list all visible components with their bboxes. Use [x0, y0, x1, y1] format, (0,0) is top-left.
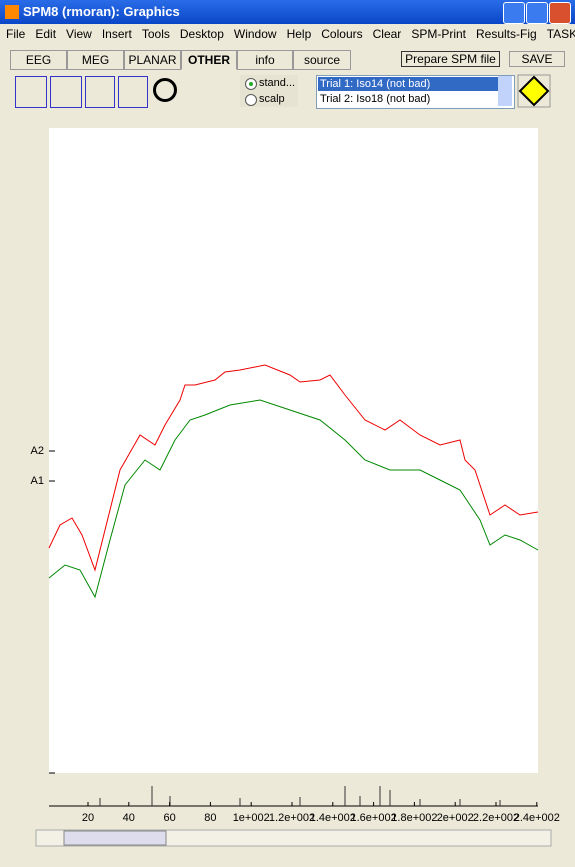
menu-item[interactable]: TASKS [546, 27, 575, 41]
menu-item[interactable]: SPM-Print [411, 27, 466, 41]
yellow-diamond[interactable] [517, 74, 551, 108]
trial-item[interactable]: Trial 2: Iso18 (not bad) [320, 93, 431, 105]
radio-selected[interactable] [245, 78, 257, 90]
x-tick-label: 2.4e+002 [514, 812, 560, 824]
tab[interactable]: OTHER [181, 50, 237, 70]
menu-item[interactable]: Colours [321, 27, 363, 41]
menu-item[interactable]: View [66, 27, 92, 41]
close-button[interactable] [549, 2, 571, 24]
x-tick-label: 80 [204, 812, 216, 824]
tab[interactable]: source [293, 50, 351, 70]
menu-bar: File Edit View Insert Tools Desktop Window Help… [0, 24, 575, 44]
tool-icon[interactable] [50, 76, 82, 108]
x-tick-label: 1.6e+002 [351, 812, 397, 824]
x-tick-label: 1.2e+002 [269, 812, 315, 824]
menu-item[interactable]: Results-Fig [476, 27, 537, 41]
radio-button[interactable] [245, 94, 257, 106]
x-tick-label: 40 [123, 812, 135, 824]
window-title: SPM8 (rmoran): Graphics [23, 4, 180, 19]
tab[interactable]: PLANAR [124, 50, 181, 70]
zoom-icon[interactable] [153, 78, 177, 102]
menu-item[interactable]: Clear [372, 27, 402, 41]
menu-item[interactable]: Window [233, 27, 277, 41]
menu-item[interactable]: Desktop [179, 27, 224, 41]
title-bar: SPM8 (rmoran): Graphics [0, 0, 575, 24]
menu-item[interactable]: Tools [141, 27, 170, 41]
prepare-button[interactable]: Prepare SPM file [401, 51, 500, 67]
app-icon [5, 5, 19, 19]
list-scrollbar[interactable] [498, 76, 512, 106]
channel-label: A2 [31, 445, 44, 457]
event-spikes [99, 786, 501, 806]
x-tick-label: 60 [163, 812, 175, 824]
tab[interactable]: info [237, 50, 293, 70]
tool-icon[interactable] [85, 76, 115, 108]
x-tick-label: 1.8e+002 [391, 812, 437, 824]
radio-label: stand... [259, 77, 296, 89]
trace-trial-2 [48, 399, 539, 599]
save-button[interactable]: SAVE [509, 51, 565, 67]
radio-label: scalp [259, 93, 285, 105]
x-tick-label: 20 [82, 812, 94, 824]
tab[interactable]: MEG [67, 50, 124, 70]
menu-item[interactable]: Help [286, 27, 312, 41]
tab[interactable]: EEG [10, 50, 67, 70]
x-tick-label: 1e+002 [233, 812, 270, 824]
tool-icon[interactable] [118, 76, 148, 108]
plot-area [49, 128, 538, 773]
x-tick-label: 2.2e+002 [473, 812, 519, 824]
x-tick-label: 2e+002 [437, 812, 474, 824]
menu-item[interactable]: Insert [101, 27, 132, 41]
trial-item[interactable]: Trial 1: Iso14 (not bad) [318, 77, 498, 91]
minimize-button[interactable] [503, 2, 525, 24]
channel-label: A1 [31, 475, 44, 487]
trace-trial-1 [48, 364, 539, 572]
x-tick-label: 1.4e+002 [310, 812, 356, 824]
menu-item[interactable]: Edit [35, 27, 57, 41]
menu-item[interactable]: File [6, 27, 26, 41]
maximize-button[interactable] [526, 2, 548, 24]
scroll-thumb[interactable] [63, 830, 167, 846]
tool-icon[interactable] [15, 76, 47, 108]
